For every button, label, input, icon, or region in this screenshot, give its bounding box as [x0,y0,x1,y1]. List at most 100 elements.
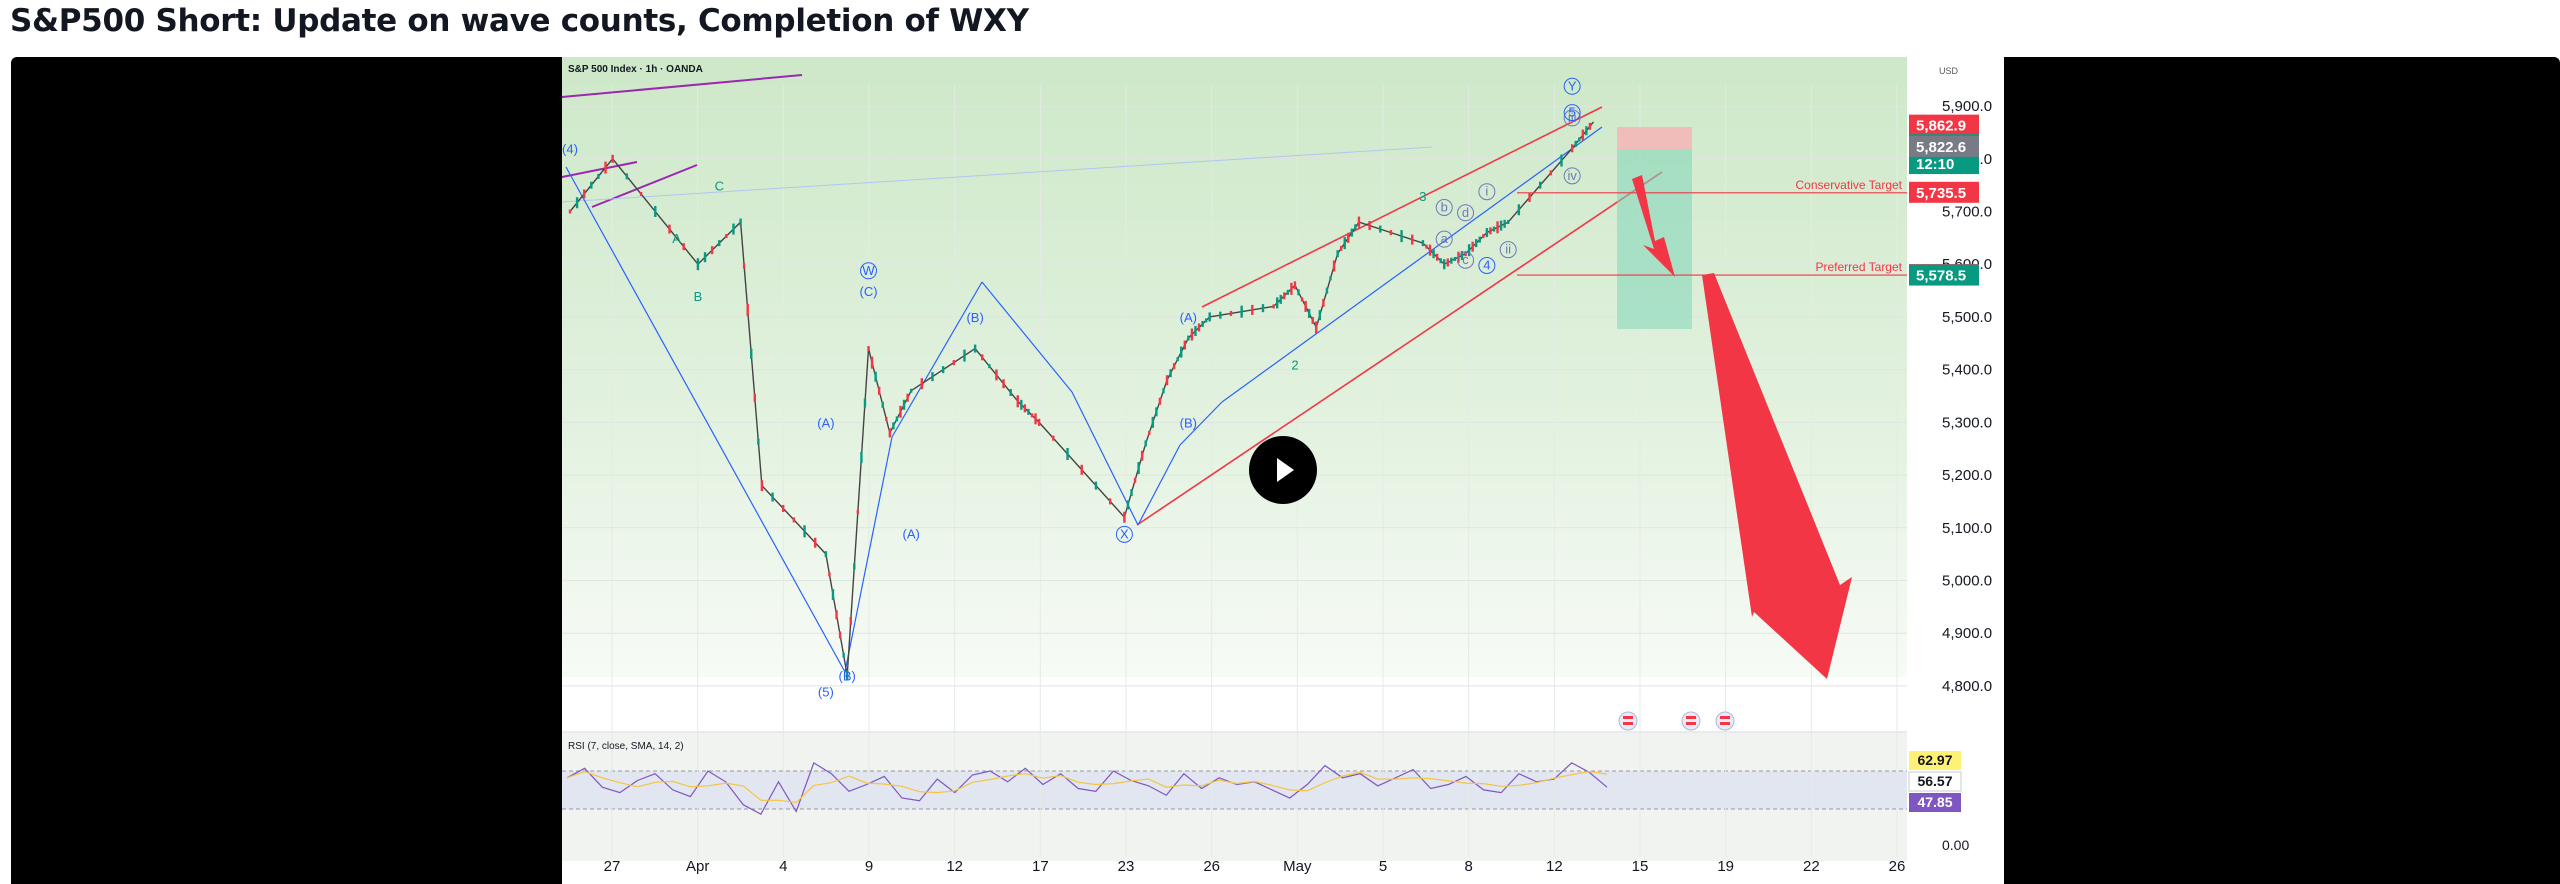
candle [1585,126,1588,136]
down-arrow-large [1702,273,1852,679]
candle [1421,240,1425,247]
channel-lower-line [1136,171,1663,526]
rsi-value-box [1908,771,1962,792]
candle [1240,305,1243,318]
us-flag-stripe [1623,716,1633,719]
wave-label: a [1441,231,1449,246]
candle [771,492,774,502]
candle [1485,228,1489,238]
wave-line [844,436,893,673]
candle [1439,258,1442,264]
candle [803,525,806,538]
channel-upper-line [1201,106,1603,308]
candle [988,364,991,369]
candle [1286,289,1290,295]
candle [597,173,600,179]
candle [845,670,849,681]
wave-label: (A) [1180,310,1197,325]
wave-label: C [715,178,724,193]
wave-label: (B) [966,310,983,325]
candle [583,189,586,199]
time-tick-label: 15 [1632,858,1649,875]
candle [824,551,828,558]
candle [568,209,572,214]
candle [1336,250,1339,258]
symbol-label: S&P 500 Index · 1h · OANDA [568,64,703,75]
rsi-value-label: 56.57 [1917,773,1952,789]
wave-label-circle [1435,199,1453,217]
price-tick-label: 4,800.0 [1942,678,1992,695]
candle [750,348,753,359]
video-player[interactable]: 5,900.05,800.05,700.05,600.05,500.05,400… [11,57,2560,884]
us-flag-stripe [1686,722,1696,725]
time-tick-label: 26 [1889,858,1906,875]
candle [1144,440,1147,447]
wave-label-circle [1457,251,1475,269]
candle [1588,122,1592,130]
candle [867,346,870,352]
candle [1549,170,1553,176]
candle [1133,477,1137,483]
wave-label: d [1462,205,1469,220]
price-tick-label: 5,400.0 [1942,362,1992,379]
price-label: 5,822.6 [1916,139,1966,156]
candle [1578,137,1581,142]
candle [1368,221,1371,231]
time-tick-label: 8 [1464,858,1472,875]
candle [1108,498,1112,505]
candle [885,416,888,421]
candle [1037,418,1041,426]
candle [1180,346,1183,358]
candle [742,263,746,269]
candle [1332,260,1336,272]
candle [1052,435,1055,441]
wave-label: iii [1568,110,1577,125]
candle [856,509,860,514]
candle [1538,181,1542,189]
candle [1411,234,1414,245]
play-icon[interactable] [1249,436,1317,504]
candle [838,631,842,639]
candle [682,243,685,251]
candle [1467,244,1471,257]
wave-label: 4 [1483,257,1490,272]
wave-label-circle [1563,109,1581,127]
candle [1446,258,1449,267]
price-label: 12:10 [1916,156,1954,173]
candle [1400,230,1403,243]
wave-label: (A) [817,416,834,431]
candle [710,246,714,255]
rsi-value-label: 47.85 [1917,794,1952,810]
candle [981,354,984,361]
candle [1279,294,1282,304]
wave-label-circle [1115,525,1133,543]
price-label-box [1909,153,1979,175]
candle [1030,413,1034,418]
candle [853,563,856,570]
page-title: S&P500 Short: Update on wave counts, Com… [10,3,1029,39]
candle [941,366,945,374]
candle [863,398,867,408]
candle [1176,357,1179,362]
wave-label: (B) [1180,416,1197,431]
candle [703,252,707,263]
candle [739,218,742,226]
candle [963,349,966,362]
time-tick-label: 19 [1717,858,1734,875]
candle [828,572,831,577]
candle [1027,408,1030,415]
wave-label: c [1462,252,1469,267]
wave-line [1179,401,1223,446]
time-tick-label: 5 [1379,858,1387,875]
candle [1350,228,1354,237]
candle [1201,320,1204,327]
wave-line [565,166,846,673]
candle [849,616,852,625]
price-tick-label: 4,900.0 [1942,625,1992,642]
candle [1435,253,1439,261]
currency-label: USD [1939,66,1959,76]
time-tick-label: 4 [779,858,787,875]
us-flag-stripe [1623,722,1633,725]
candle [753,393,756,402]
candle [1251,304,1254,315]
